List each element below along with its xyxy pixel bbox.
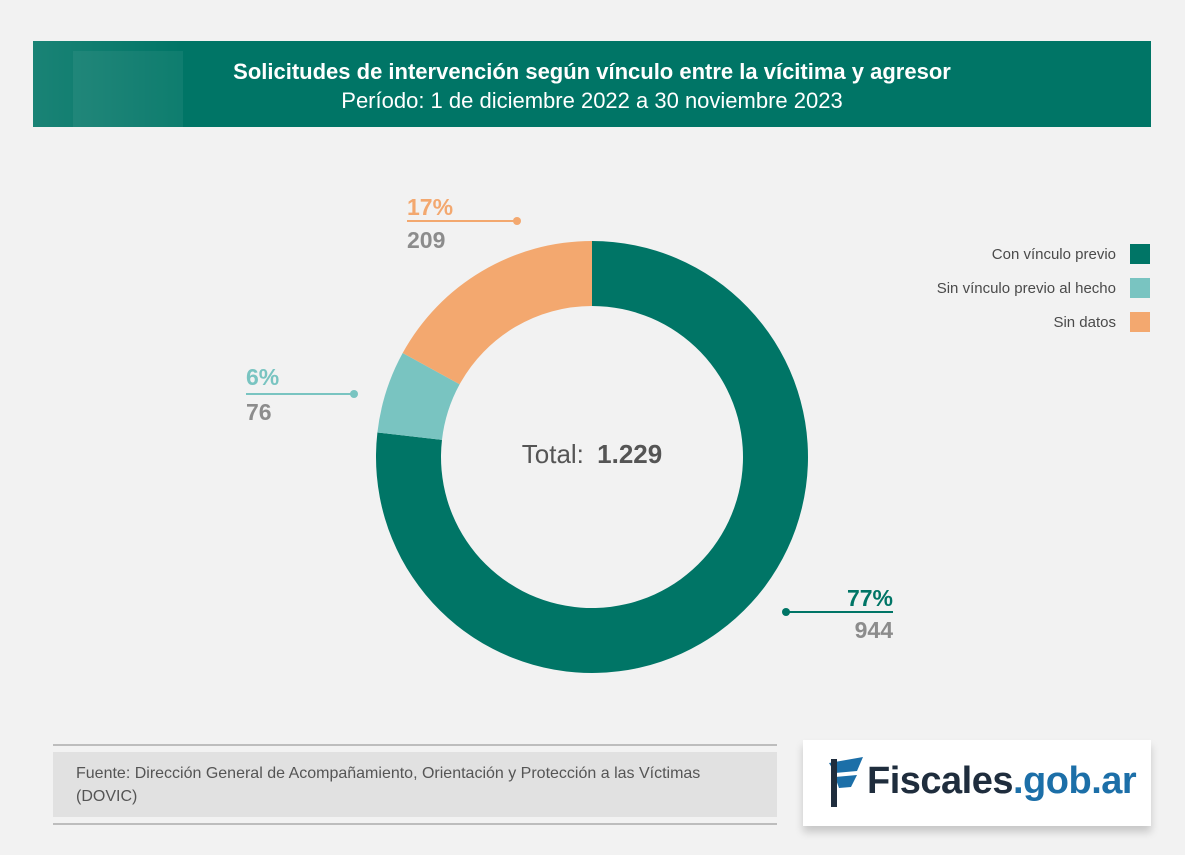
percent-label: 17% (407, 194, 453, 220)
chart-header: Solicitudes de intervención según víncul… (33, 41, 1151, 127)
value-label: 76 (246, 399, 272, 425)
fiscales-logo[interactable]: Fiscales.gob.ar (803, 740, 1151, 826)
flag-icon (829, 757, 863, 807)
percent-label: 77% (847, 585, 893, 611)
header-decoration (73, 51, 183, 127)
legend-swatch (1130, 312, 1150, 332)
source-text: Fuente: Dirección General de Acompañamie… (76, 765, 701, 805)
chart-subtitle: Período: 1 de diciembre 2022 a 30 noviem… (341, 88, 843, 113)
source-background (53, 752, 777, 817)
source-note: Fuente: Dirección General de Acompañamie… (53, 744, 777, 825)
header-decoration (33, 41, 183, 127)
legend-swatch (1130, 244, 1150, 264)
donut-slice-0 (376, 241, 809, 674)
donut-slice-2 (402, 241, 592, 385)
donut-slice-1 (377, 353, 460, 440)
logo-part2: .gob.ar (1013, 760, 1137, 802)
slice-callouts: 77% 944 6% 76 17% 209 (246, 194, 893, 643)
percent-label: 6% (246, 364, 279, 390)
legend-item-sin-vinculo: Sin vínculo previo al hecho (937, 271, 1150, 305)
value-label: 209 (407, 227, 445, 253)
legend-swatch (1130, 278, 1150, 298)
center-label: Total: (522, 439, 584, 469)
donut-slices (376, 241, 809, 674)
callout-dot (513, 217, 521, 225)
legend-label: Con vínculo previo (991, 245, 1116, 263)
legend-label: Sin vínculo previo al hecho (936, 279, 1116, 297)
legend-label: Sin datos (1053, 313, 1116, 331)
logo-part1: Fiscales (867, 760, 1014, 802)
legend-item-sin-datos: Sin datos (937, 305, 1150, 339)
center-value: 1.229 (597, 439, 662, 469)
callout-dot (350, 390, 358, 398)
chart-title: Solicitudes de intervención según víncul… (233, 59, 951, 84)
logo-wordmark: Fiscales.gob.ar (867, 760, 1137, 803)
legend-item-con-vinculo: Con vínculo previo (937, 237, 1150, 271)
chart-legend: Con vínculo previo Sin vínculo previo al… (937, 237, 1150, 339)
callout-dot (782, 608, 790, 616)
center-total-label: Total: 1.229 (522, 439, 662, 469)
value-label: 944 (855, 617, 894, 643)
